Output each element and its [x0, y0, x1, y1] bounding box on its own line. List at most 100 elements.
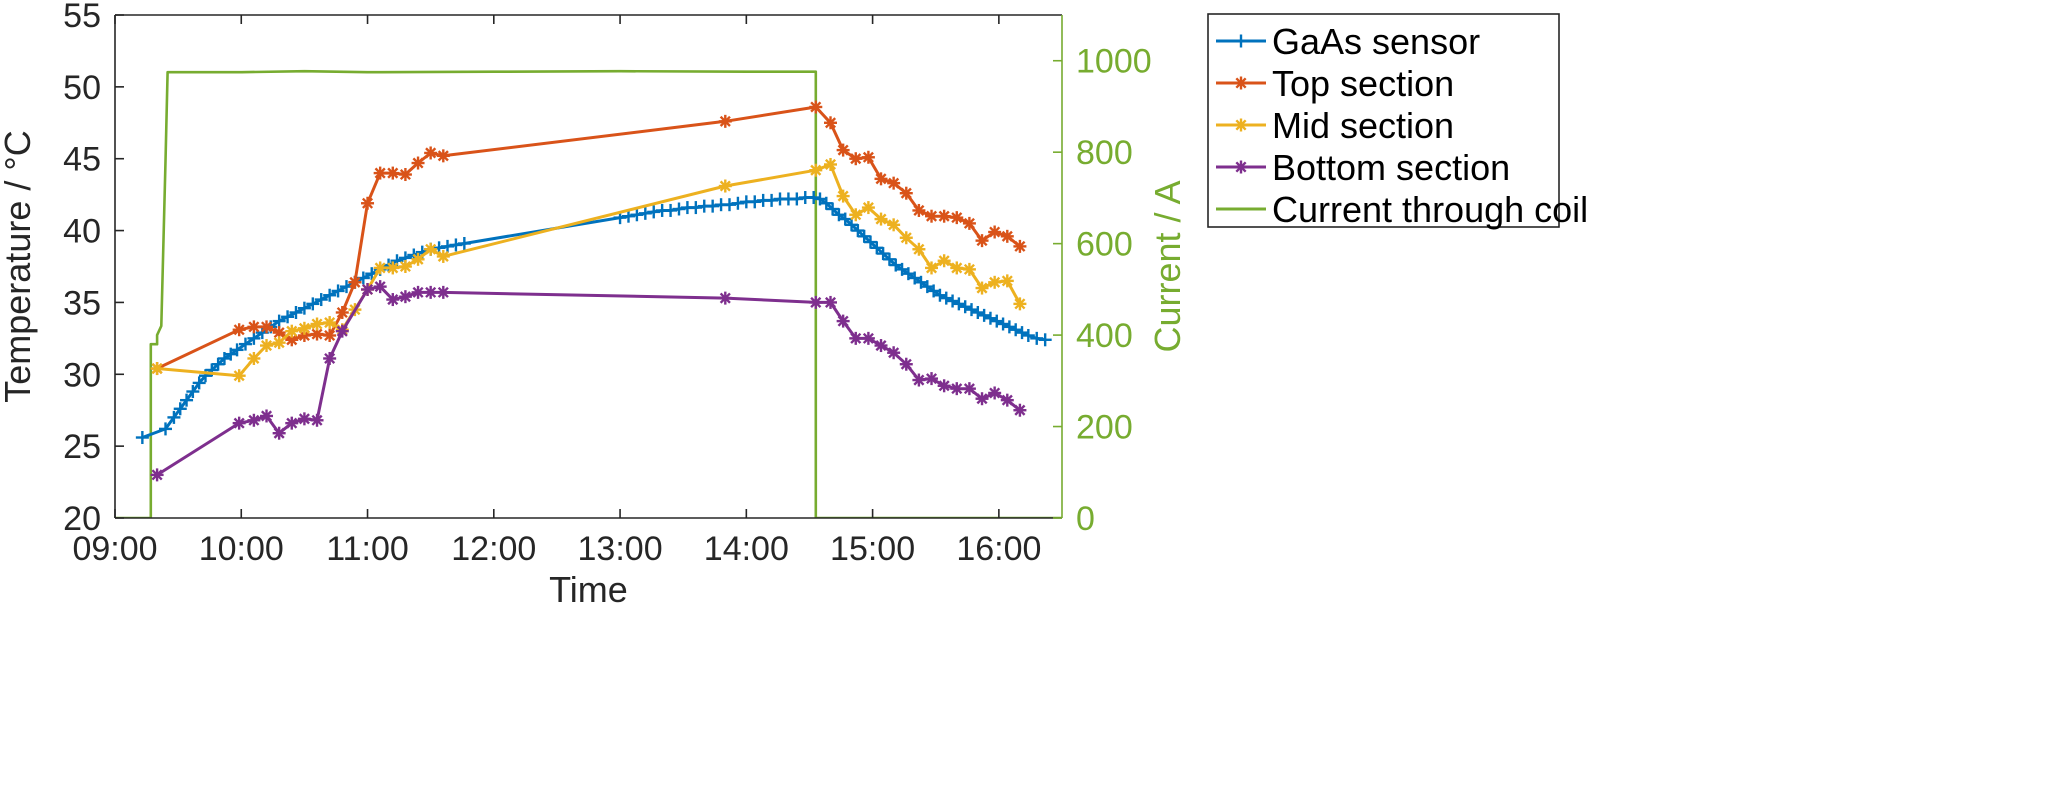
gaas-sensor-point-54 [731, 196, 745, 210]
legend-item-current-through-coil: Current through coil [1216, 189, 1588, 230]
gaas-sensor-point-53 [722, 198, 736, 212]
gaas-sensor-point-19 [289, 305, 303, 319]
gaas-sensor-point-97 [1021, 328, 1035, 342]
gaas-sensor-point-47 [672, 202, 686, 216]
bottom-section-point-2 [247, 413, 261, 427]
gaas-sensor-point-74 [876, 247, 890, 261]
legend-marker-mid-section [1234, 118, 1248, 132]
bottom-section-point-0 [150, 468, 164, 482]
mid-section-point-2 [247, 351, 261, 365]
bottom-section-point-31 [975, 392, 989, 406]
y-tick-label: 45 [63, 141, 101, 179]
top-section-point-35 [1013, 239, 1027, 253]
x-axis-label: Time [549, 569, 628, 610]
top-section-point-24 [874, 172, 888, 186]
bottom-section-point-4 [272, 426, 286, 440]
gaas-sensor-point-95 [1009, 323, 1023, 337]
gaas-sensor-point-1 [159, 422, 173, 436]
axes [114, 14, 1063, 519]
gaas-sensor-point-37 [441, 239, 455, 253]
gaas-sensor-point-0 [135, 431, 149, 445]
mid-section-point-20 [824, 157, 838, 171]
bottom-section-point-25 [899, 357, 913, 371]
mid-section-point-34 [1000, 274, 1014, 288]
gaas-sensor-point-96 [1015, 326, 1029, 340]
gaas-sensor-point-72 [863, 235, 877, 249]
y2-tick-label: 200 [1076, 409, 1133, 447]
bottom-section-point-13 [398, 290, 412, 304]
legend-item-gaas-sensor: GaAs sensor [1216, 21, 1480, 62]
y2-tick-label: 400 [1076, 317, 1133, 355]
gaas-sensor-point-23 [323, 288, 337, 302]
mid-section-point-15 [411, 252, 425, 266]
x-tick-label: 15:00 [830, 530, 915, 568]
bottom-section-point-24 [887, 346, 901, 360]
mid-section-point-7 [310, 317, 324, 331]
bottom-section-point-19 [824, 295, 838, 309]
top-section-point-29 [937, 209, 951, 223]
gaas-sensor-point-18 [281, 310, 295, 324]
mid-section-point-25 [887, 218, 901, 232]
gaas-sensor-point-70 [851, 224, 865, 238]
mid-section-point-16 [424, 242, 438, 256]
mid-section-point-8 [323, 316, 337, 330]
top-section-point-26 [899, 186, 913, 200]
legend-label-bottom-section: Bottom section [1272, 147, 1510, 188]
gaas-sensor-point-94 [1002, 320, 1016, 334]
legend-item-top-section: Top section [1216, 63, 1454, 104]
gaas-sensor-point-20 [297, 301, 311, 315]
top-section-point-9 [335, 305, 349, 319]
bottom-section-point-1 [232, 416, 246, 430]
mid-section-point-27 [912, 242, 926, 256]
bottom-section-point-22 [861, 331, 875, 345]
top-section-point-34 [1000, 229, 1014, 243]
mid-section-point-21 [836, 189, 850, 203]
legend-marker-top-section [1234, 76, 1248, 90]
y2-tick-label: 800 [1076, 134, 1133, 172]
bottom-section-point-10 [361, 282, 375, 296]
bottom-section-point-29 [950, 382, 964, 396]
top-section-point-14 [398, 168, 412, 182]
bottom-section-point-17 [718, 291, 732, 305]
mid-section-point-24 [874, 212, 888, 226]
gaas-sensor-point-58 [765, 193, 779, 207]
mid-section-point-18 [718, 179, 732, 193]
gaas-sensor-point-75 [882, 252, 896, 266]
x-tick-label: 11:00 [326, 530, 409, 568]
top-section-point-15 [411, 156, 425, 170]
gaas-sensor-point-24 [331, 284, 345, 298]
bottom-section-point-32 [988, 386, 1002, 400]
bottom-section-point-20 [836, 314, 850, 328]
y-axis-label: Temperature / °C [0, 130, 38, 403]
gaas-sensor-point-61 [790, 192, 804, 206]
bottom-section-point-5 [285, 416, 299, 430]
top-section-point-17 [436, 149, 450, 163]
y2-axis-label: Current / A [1147, 180, 1188, 352]
top-section-point-30 [950, 211, 964, 225]
series-current-through-coil [115, 69, 1062, 518]
mid-section-point-22 [849, 208, 863, 222]
bottom-section-point-16 [436, 285, 450, 299]
bottom-section-point-18 [809, 295, 823, 309]
bottom-section-point-21 [849, 331, 863, 345]
bottom-section-point-9 [335, 324, 349, 338]
series-top-section [150, 100, 1027, 376]
series-layer [115, 69, 1062, 518]
mid-section-point-5 [285, 324, 299, 338]
gaas-sensor-point-51 [706, 199, 720, 213]
top-section-point-8 [323, 328, 337, 342]
gaas-sensor-point-46 [664, 203, 678, 217]
y-tick-label: 35 [63, 284, 101, 322]
gaas-sensor-point-12 [230, 343, 244, 357]
top-section-point-27 [912, 203, 926, 217]
legend-label-gaas-sensor: GaAs sensor [1272, 21, 1480, 62]
bottom-section-point-3 [260, 409, 274, 423]
top-section-point-2 [247, 320, 261, 334]
gaas-sensor-point-87 [958, 300, 972, 314]
mid-section-point-4 [272, 336, 286, 350]
top-section-point-32 [975, 234, 989, 248]
x-tick-label: 13:00 [578, 530, 663, 568]
y-tick-label: 25 [63, 428, 101, 466]
mid-section-point-32 [975, 281, 989, 295]
